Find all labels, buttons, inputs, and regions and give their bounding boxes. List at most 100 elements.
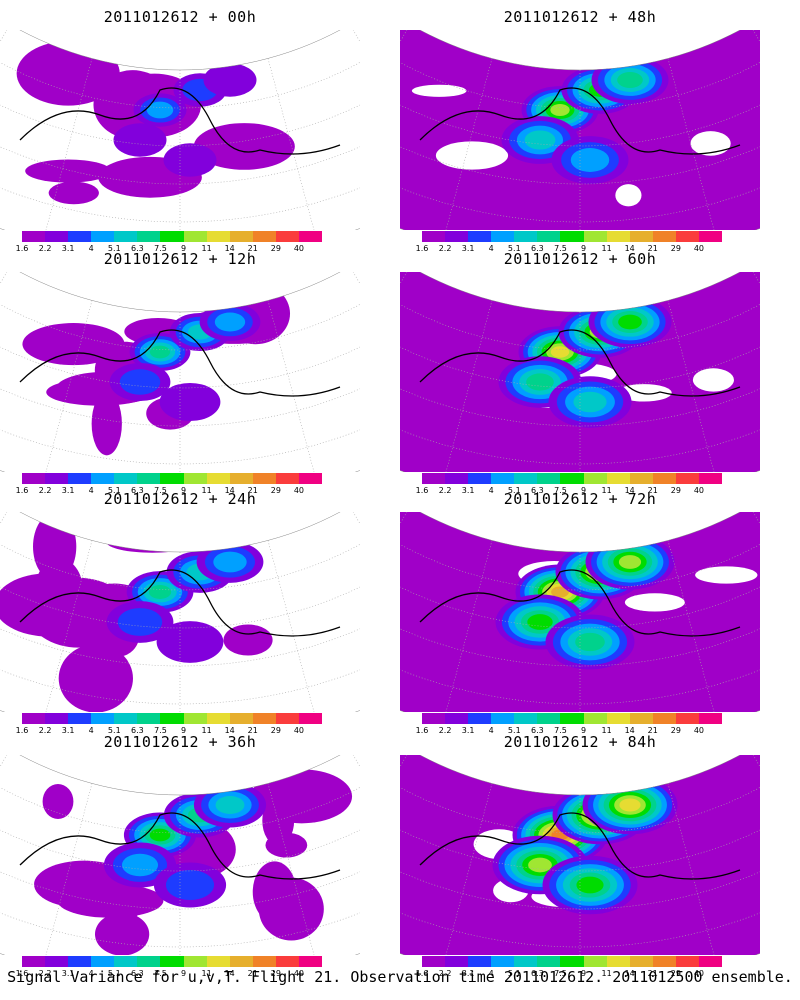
colorbar-tick-label: 1.6 [15, 969, 29, 978]
colorbar-tick-label: 3.1 [61, 486, 75, 495]
colorbar-tick-label: 1.6 [415, 486, 429, 495]
colorbar-swatch [206, 231, 230, 242]
colorbar-swatch [275, 231, 299, 242]
figure-caption: Signal Variance for u,v,T. Flight 21. Ob… [7, 968, 793, 986]
colorbar-swatch [183, 713, 207, 724]
colorbar-swatch [675, 231, 699, 242]
panel-title: 2011012612 + 36h [103, 733, 257, 751]
colorbar-tick-label: 6.3 [131, 969, 144, 978]
colorbar-tick-label: 2.2 [438, 726, 452, 735]
colorbar-tick-label: 2.2 [38, 244, 52, 253]
colorbar-swatch [160, 713, 184, 724]
colorbar-tick-label: 6.3 [131, 244, 144, 253]
colorbar-tick-label: 40 [693, 726, 705, 735]
colorbar-tick-label: 29 [670, 969, 681, 978]
colorbar [22, 713, 323, 724]
colorbar-tick-label: 7.5 [154, 726, 167, 735]
colorbar-tick-label: 9 [580, 486, 587, 495]
colorbar-tick-label: 14 [624, 244, 635, 253]
colorbar-tick-label: 4 [488, 244, 494, 253]
forecast-panel: 2011012612 + 24h 1.6 2.2 3.1 4 5.1 6.3 7.5 9 11 14… [0, 490, 360, 740]
colorbar-tick-label: 7.5 [154, 486, 167, 495]
colorbar-tick-label: 3.1 [461, 726, 475, 735]
forecast-panel: 2011012612 + 00h 1.6 2.2 3.1 4 5.1 6.3 7.5 9 11 14… [0, 8, 360, 258]
colorbar-swatch [22, 956, 46, 967]
colorbar-swatch [229, 231, 253, 242]
colorbar-tick-label: 2.2 [38, 969, 52, 978]
colorbar-swatch [514, 956, 538, 967]
panel-title: 2011012612 + 24h [103, 490, 257, 508]
colorbar-swatch [183, 473, 207, 484]
colorbar-swatch [652, 956, 676, 967]
colorbar-swatch [560, 473, 584, 484]
colorbar-tick-label: 21 [247, 969, 258, 978]
colorbar-swatch [514, 713, 538, 724]
colorbar-swatch [445, 956, 469, 967]
colorbar [22, 231, 323, 242]
colorbar-tick-label: 11 [201, 969, 212, 978]
colorbar-swatch [422, 956, 446, 967]
colorbar-swatch [114, 956, 138, 967]
colorbar-tick-label: 29 [670, 486, 681, 495]
colorbar-swatch [514, 231, 538, 242]
colorbar-tick-label: 21 [247, 486, 258, 495]
colorbar-swatch [298, 956, 323, 967]
colorbar-tick-label: 6.3 [531, 244, 544, 253]
colorbar-tick-label: 9 [580, 244, 587, 253]
colorbar-swatch [468, 231, 492, 242]
colorbar-swatch [468, 713, 492, 724]
colorbar-tick-label: 4 [488, 726, 494, 735]
colorbar-swatch [91, 473, 115, 484]
colorbar-tick-label: 5.1 [107, 726, 121, 735]
colorbar-swatch [468, 473, 492, 484]
panel-title: 2011012612 + 84h [503, 733, 657, 751]
colorbar-tick-label: 40 [293, 244, 305, 253]
colorbar-swatch [675, 956, 699, 967]
colorbar-swatch [652, 473, 676, 484]
colorbar-swatch [68, 473, 92, 484]
colorbar-tick-label: 1.6 [15, 726, 29, 735]
colorbar-labels: 1.6 2.2 3.1 4 5.1 6.3 7.5 9 11 14 21 29 40 [16, 244, 322, 254]
colorbar-tick-label: 9 [180, 486, 187, 495]
colorbar-swatch [114, 473, 138, 484]
colorbar-swatch [298, 473, 323, 484]
colorbar-tick-label: 3.1 [461, 969, 475, 978]
colorbar-swatch [537, 473, 561, 484]
colorbar-swatch [491, 231, 515, 242]
colorbar-tick-label: 7.5 [554, 726, 567, 735]
colorbar-tick-label: 4 [88, 244, 94, 253]
variance-map [400, 755, 760, 955]
colorbar-swatch [137, 713, 161, 724]
colorbar-swatch [206, 713, 230, 724]
colorbar-tick-label: 2.2 [438, 969, 452, 978]
forecast-panel: 2011012612 + 72h 1.6 2.2 3.1 4 5.1 6.3 7.5 9 11 14… [400, 490, 760, 740]
variance-map [0, 272, 360, 472]
colorbar-swatch [45, 231, 69, 242]
colorbar-labels: 1.6 2.2 3.1 4 5.1 6.3 7.5 9 11 14 21 29 40 [16, 486, 322, 496]
colorbar-swatch [583, 473, 607, 484]
colorbar-tick-label: 40 [693, 486, 705, 495]
colorbar-swatch [560, 713, 584, 724]
colorbar-tick-label: 29 [270, 486, 281, 495]
colorbar-swatch [137, 231, 161, 242]
colorbar-tick-label: 1.6 [15, 486, 29, 495]
colorbar-labels: 1.6 2.2 3.1 4 5.1 6.3 7.5 9 11 14 21 29 40 [16, 726, 322, 736]
colorbar-tick-label: 29 [270, 244, 281, 253]
colorbar-swatch [45, 956, 69, 967]
colorbar-tick-label: 9 [180, 969, 187, 978]
colorbar-swatch [698, 956, 723, 967]
colorbar-tick-label: 3.1 [61, 969, 75, 978]
colorbar-tick-label: 14 [224, 244, 235, 253]
colorbar-swatch [560, 956, 584, 967]
colorbar-tick-label: 7.5 [554, 486, 567, 495]
colorbar-tick-label: 2.2 [438, 486, 452, 495]
colorbar-swatch [45, 713, 69, 724]
colorbar-swatch [91, 231, 115, 242]
colorbar [422, 956, 723, 967]
colorbar-swatch [422, 473, 446, 484]
colorbar-tick-label: 14 [224, 969, 235, 978]
colorbar-tick-label: 5.1 [107, 486, 121, 495]
colorbar-swatch [252, 231, 276, 242]
colorbar-swatch [183, 231, 207, 242]
colorbar-tick-label: 40 [693, 969, 705, 978]
